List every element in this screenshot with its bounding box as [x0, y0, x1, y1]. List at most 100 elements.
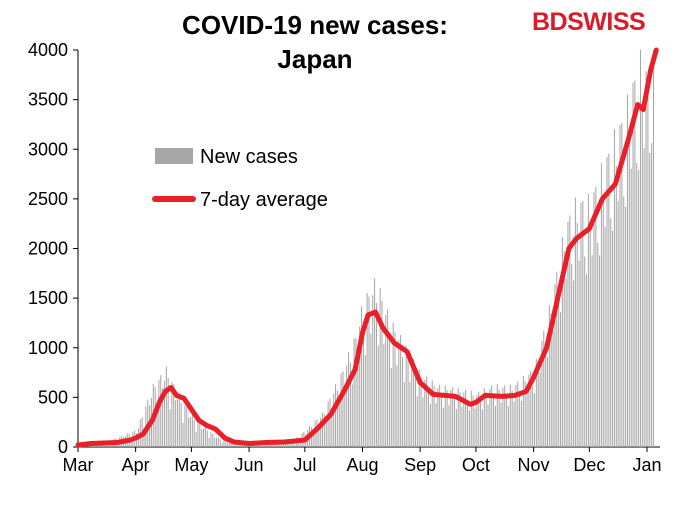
new-cases-bar	[533, 393, 536, 447]
new-cases-bar	[189, 417, 192, 447]
new-cases-bar	[520, 400, 522, 447]
new-cases-bar	[580, 202, 582, 447]
new-cases-bar	[463, 392, 465, 447]
new-cases-bar	[541, 340, 543, 447]
new-cases-bar	[558, 302, 560, 447]
x-tick-label: Jun	[235, 455, 264, 475]
new-cases-bar	[379, 287, 381, 447]
new-cases-bar	[476, 394, 478, 447]
x-tick-label: Jul	[293, 455, 316, 475]
bdswiss-logo: BDSWISS	[532, 8, 646, 36]
legend-swatch-new-cases	[155, 148, 193, 164]
new-cases-bar	[184, 405, 186, 447]
new-cases-bar	[426, 376, 428, 447]
new-cases-bar	[442, 407, 444, 447]
new-cases-bar	[210, 432, 212, 447]
new-cases-bar	[396, 365, 398, 447]
new-cases-bar	[392, 322, 394, 447]
new-cases-bar	[364, 355, 366, 447]
chart-title-line-2: Japan	[277, 44, 353, 74]
new-cases-bar	[91, 445, 93, 447]
new-cases-bar	[543, 330, 545, 447]
new-cases-bar	[625, 206, 627, 447]
new-cases-bar	[530, 371, 532, 447]
y-tick-label: 1000	[28, 338, 68, 358]
new-cases-bar	[342, 371, 344, 447]
new-cases-bar	[322, 412, 324, 447]
legend-label-seven-day-average: 7-day average	[200, 189, 328, 211]
new-cases-bar	[457, 387, 459, 447]
new-cases-bar	[532, 385, 534, 447]
new-cases-bar	[632, 82, 634, 447]
new-cases-bar	[208, 438, 210, 447]
new-cases-bar	[186, 407, 188, 447]
new-cases-bar	[606, 156, 608, 447]
new-cases-bar	[500, 402, 502, 447]
new-cases-bar	[416, 396, 418, 447]
new-cases-bar	[573, 280, 575, 447]
new-cases-bar	[349, 362, 351, 447]
new-cases-bar	[511, 390, 513, 447]
new-cases-bar	[468, 410, 470, 447]
new-cases-bar	[199, 422, 201, 447]
new-cases-bar	[167, 377, 169, 447]
new-cases-bar	[292, 441, 294, 447]
legend-label-new-cases: New cases	[200, 146, 298, 168]
x-tick-label: Mar	[63, 455, 94, 475]
new-cases-bar	[651, 143, 653, 447]
new-cases-bar	[362, 321, 364, 447]
new-cases-bar	[431, 380, 433, 447]
new-cases-bar	[599, 255, 601, 447]
new-cases-bar	[230, 442, 232, 447]
new-cases-bar	[519, 393, 521, 447]
new-cases-bar	[403, 381, 405, 447]
new-cases-bar	[353, 338, 355, 447]
new-cases-bar	[587, 193, 589, 447]
new-cases-bar	[439, 384, 441, 447]
new-cases-bar	[394, 332, 396, 447]
new-cases-bar	[537, 360, 539, 447]
new-cases-bar	[178, 395, 180, 447]
new-cases-bar	[522, 375, 524, 447]
new-cases-bar	[370, 333, 372, 447]
new-cases-bar	[333, 394, 335, 447]
new-cases-bar	[634, 80, 636, 447]
new-cases-bar	[556, 271, 558, 447]
new-cases-bar	[639, 50, 641, 447]
new-cases-bar	[266, 443, 268, 447]
new-cases-bar	[582, 201, 584, 447]
y-tick-label: 2500	[28, 189, 68, 209]
new-cases-bar	[554, 284, 556, 447]
new-cases-bar	[569, 215, 571, 447]
new-cases-bar	[560, 312, 562, 447]
new-cases-bar	[368, 296, 370, 447]
new-cases-bar	[286, 442, 288, 447]
new-cases-bar	[507, 406, 509, 447]
new-cases-bar	[348, 352, 350, 447]
new-cases-bar	[427, 390, 430, 447]
new-cases-bar	[448, 405, 450, 447]
new-cases-bar	[158, 379, 160, 447]
new-cases-bar	[400, 335, 402, 447]
new-cases-bar	[597, 242, 599, 447]
new-cases-bar	[340, 373, 342, 447]
new-cases-bar	[195, 431, 197, 447]
new-cases-bar	[201, 429, 203, 447]
y-tick-label: 2000	[28, 239, 68, 259]
new-cases-bar	[160, 375, 162, 447]
new-cases-bar	[173, 384, 175, 447]
new-cases-bar	[459, 392, 461, 447]
new-cases-bar	[626, 94, 628, 448]
new-cases-bar	[478, 391, 480, 447]
new-cases-bar	[323, 414, 325, 447]
new-cases-bar	[169, 409, 171, 447]
new-cases-bar	[214, 437, 216, 447]
new-cases-bar	[357, 360, 359, 447]
new-cases-bar	[612, 230, 614, 447]
new-cases-bar	[638, 170, 640, 447]
new-cases-bar	[409, 382, 411, 447]
new-cases-bar	[414, 377, 416, 447]
new-cases-bar	[636, 163, 638, 448]
new-cases-bar	[517, 381, 519, 447]
